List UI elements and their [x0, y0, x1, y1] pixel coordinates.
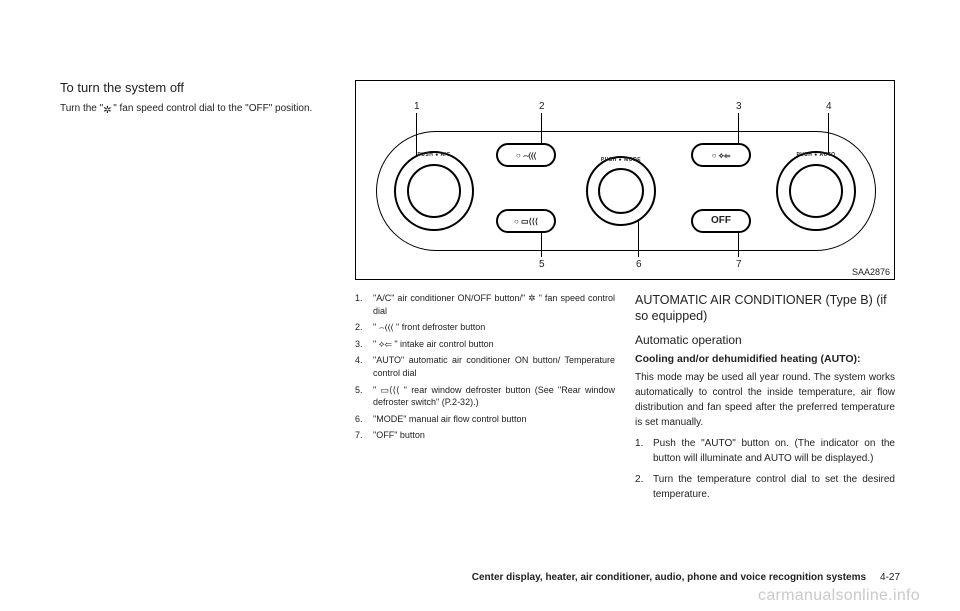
diagram-id: SAA2876: [852, 267, 890, 277]
legend-item: 3." ⟡⇐ " intake air control button: [355, 338, 615, 351]
leader-line: [738, 231, 739, 257]
dial-knob: [789, 164, 843, 218]
callout-3: 3: [736, 101, 742, 112]
intake-air-button: ○ ⟡⇐: [691, 143, 751, 167]
page-footer: Center display, heater, air conditioner,…: [60, 572, 900, 583]
leader-line: [638, 221, 639, 257]
section-heading-auto-ac: AUTOMATIC AIR CONDITIONER (Type B) (if s…: [635, 292, 895, 325]
auto-steps: Push the "AUTO" button on. (The indicato…: [635, 436, 895, 502]
footer-section-title: Center display, heater, air conditioner,…: [472, 572, 866, 583]
subsection-auto-operation: Automatic operation: [635, 333, 895, 347]
page-number: 4-27: [880, 572, 900, 583]
callout-1: 1: [414, 101, 420, 112]
section-heading-off: To turn the system off: [60, 80, 330, 95]
legend-item: 7."OFF" button: [355, 429, 615, 442]
control-panel-diagram: 1 2 3 4 PUSH ● A/C PUSH ● MODE PUSH ● AU…: [355, 80, 895, 280]
leader-line: [541, 231, 542, 257]
callout-6: 6: [636, 259, 642, 270]
callout-4: 4: [826, 101, 832, 112]
step-item: Turn the temperature control dial to set…: [635, 472, 895, 502]
legend-item: 2." ⌢⟨⟨⟨ " front defroster button: [355, 321, 615, 334]
mode-dial: PUSH ● MODE: [586, 156, 656, 226]
callout-5: 5: [539, 259, 545, 270]
legend-item: 1."A/C" air conditioner ON/OFF button/" …: [355, 292, 615, 317]
legend-item: 5." ▭⟨⟨⟨ " rear window defroster button …: [355, 384, 615, 409]
step-item: Push the "AUTO" button on. (The indicato…: [635, 436, 895, 466]
auto-description: This mode may be used all year round. Th…: [635, 370, 895, 430]
left-column: To turn the system off Turn the "✲" fan …: [60, 80, 330, 116]
watermark: carmanualsonline.info: [758, 587, 920, 605]
callout-7: 7: [736, 259, 742, 270]
rear-defroster-button: ○ ▭⟨⟨⟨: [496, 209, 556, 233]
fan-icon: ✲: [103, 103, 113, 113]
off-button: OFF: [691, 209, 751, 233]
panel-assembly: PUSH ● A/C PUSH ● MODE PUSH ● AUTO ○ ⌢⟨⟨…: [376, 131, 876, 251]
off-instruction: Turn the "✲" fan speed control dial to t…: [60, 101, 330, 116]
dial-knob: [598, 168, 644, 214]
front-defroster-button: ○ ⌢⟨⟨⟨: [496, 143, 556, 167]
legend-item: 4."AUTO" automatic air conditioner ON bu…: [355, 354, 615, 379]
legend-item: 6."MODE" manual air flow control button: [355, 413, 615, 426]
dial-knob: [407, 164, 461, 218]
fan-speed-dial: PUSH ● A/C: [394, 151, 474, 231]
callout-2: 2: [539, 101, 545, 112]
diagram-legend: 1."A/C" air conditioner ON/OFF button/" …: [355, 292, 615, 446]
temperature-dial: PUSH ● AUTO: [776, 151, 856, 231]
right-column: AUTOMATIC AIR CONDITIONER (Type B) (if s…: [635, 292, 895, 508]
mode-heading-auto: Cooling and/or dehumidified heating (AUT…: [635, 353, 895, 367]
